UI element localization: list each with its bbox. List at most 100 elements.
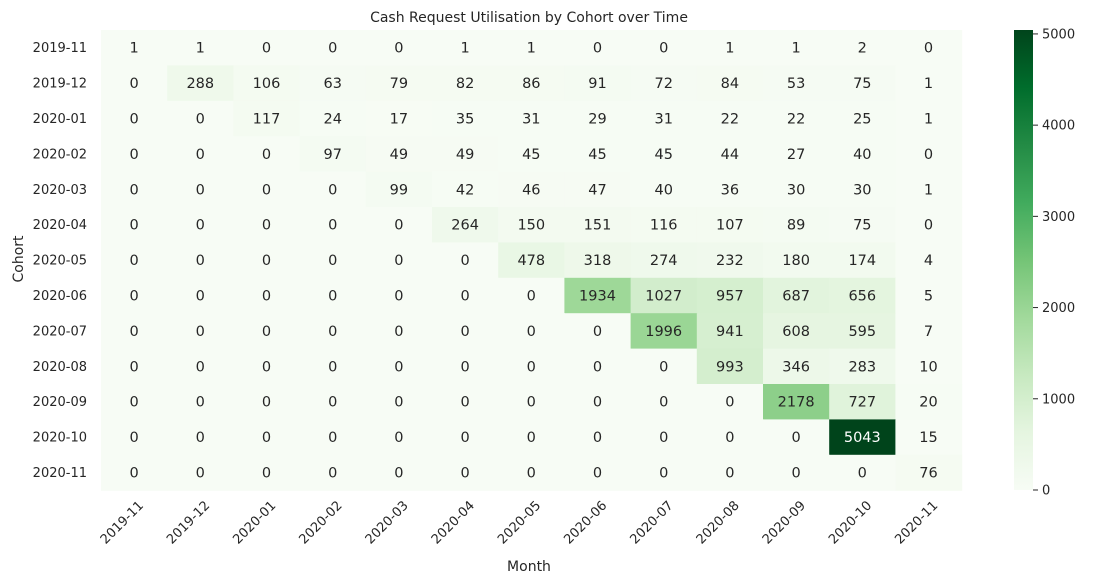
y-tick-label: 2020-01 bbox=[33, 112, 87, 127]
x-tick-label: 2019-11 bbox=[98, 498, 147, 547]
heatmap-cell bbox=[432, 242, 499, 279]
heatmap-cell bbox=[233, 65, 301, 102]
cell-value-label: 0 bbox=[394, 289, 403, 305]
cell-value-label: 174 bbox=[848, 253, 876, 269]
cell-value-label: 0 bbox=[129, 324, 138, 340]
cell-value-label: 0 bbox=[328, 289, 337, 305]
cell-value-label: 0 bbox=[196, 289, 205, 305]
heatmap-cell bbox=[498, 419, 565, 456]
cell-value-label: 0 bbox=[129, 359, 138, 375]
heatmap-cell bbox=[299, 171, 367, 208]
cell-value-label: 75 bbox=[853, 76, 871, 92]
heatmap-cell bbox=[233, 207, 301, 243]
heatmap-cell bbox=[101, 277, 168, 314]
heatmap-cell bbox=[763, 454, 830, 491]
cell-value-label: 0 bbox=[858, 466, 867, 482]
cell-value-label: 0 bbox=[527, 430, 536, 446]
colorbar-ticks: 0 1000 2000 3000 4000 5000 bbox=[1033, 27, 1075, 499]
heatmap-cell bbox=[696, 454, 764, 491]
cell-value-label: 15 bbox=[919, 430, 937, 446]
heatmap-cell bbox=[365, 207, 433, 243]
x-tick-label: 2020-04 bbox=[429, 498, 478, 547]
heatmap-cell bbox=[498, 348, 565, 385]
heatmap-cell bbox=[365, 454, 433, 491]
cell-value-label: 0 bbox=[328, 359, 337, 375]
heatmap-cell bbox=[564, 277, 632, 314]
cell-value-label: 44 bbox=[721, 147, 739, 163]
heatmap-cell bbox=[432, 313, 499, 350]
heatmap-cell bbox=[829, 454, 896, 491]
heatmap-cell bbox=[829, 313, 896, 350]
cell-value-label: 274 bbox=[650, 253, 678, 269]
y-tick-label: 2019-12 bbox=[33, 77, 87, 92]
cell-value-label: 0 bbox=[593, 466, 602, 482]
heatmap-cell bbox=[895, 136, 963, 173]
heatmap-cell bbox=[564, 348, 632, 385]
heatmap-cell bbox=[233, 348, 301, 385]
cell-value-label: 0 bbox=[328, 218, 337, 234]
heatmap-cell bbox=[299, 313, 367, 350]
heatmap-cell bbox=[630, 277, 698, 314]
colorbar-tick-label: 2000 bbox=[1042, 301, 1075, 316]
heatmap-cell bbox=[432, 100, 499, 137]
cell-value-label: 1996 bbox=[645, 324, 682, 340]
heatmap-cell bbox=[763, 384, 830, 420]
cell-value-label: 82 bbox=[456, 76, 474, 92]
cell-value-label: 5 bbox=[924, 289, 933, 305]
cell-value-label: 0 bbox=[725, 395, 734, 411]
heatmap-cell bbox=[564, 30, 632, 66]
cell-value-label: 0 bbox=[725, 466, 734, 482]
heatmap-cell bbox=[763, 242, 830, 279]
heatmap-cell bbox=[101, 30, 168, 66]
heatmap-cell bbox=[233, 171, 301, 208]
heatmap-cell bbox=[233, 100, 301, 137]
cell-value-label: 0 bbox=[196, 112, 205, 128]
cell-value-label: 30 bbox=[853, 182, 871, 198]
heatmap-cell bbox=[365, 419, 433, 456]
cell-value-label: 1 bbox=[527, 41, 536, 57]
heatmap-cell bbox=[365, 277, 433, 314]
heatmap-cell bbox=[829, 242, 896, 279]
heatmap-cell bbox=[432, 65, 499, 102]
heatmap-cell bbox=[299, 419, 367, 456]
cell-value-label: 31 bbox=[654, 112, 672, 128]
cell-value-label: 0 bbox=[527, 289, 536, 305]
cell-value-label: 0 bbox=[262, 253, 271, 269]
heatmap-cell bbox=[630, 65, 698, 102]
cell-value-label: 0 bbox=[262, 395, 271, 411]
heatmap-cell bbox=[564, 207, 632, 243]
heatmap-cell bbox=[299, 100, 367, 137]
heatmap-cell bbox=[365, 313, 433, 350]
cell-value-label: 0 bbox=[527, 324, 536, 340]
cell-value-label: 0 bbox=[593, 395, 602, 411]
heatmap-cell bbox=[365, 136, 433, 173]
y-tick-label: 2019-11 bbox=[33, 41, 87, 56]
cell-value-label: 97 bbox=[323, 147, 341, 163]
heatmap-cell bbox=[763, 136, 830, 173]
heatmap-cell bbox=[167, 65, 234, 102]
heatmap-cell bbox=[895, 454, 963, 491]
cell-value-label: 2 bbox=[858, 41, 867, 57]
heatmap-cell bbox=[829, 419, 896, 456]
cell-value-label: 0 bbox=[394, 395, 403, 411]
heatmap-cell bbox=[564, 136, 632, 173]
cell-value-label: 0 bbox=[328, 395, 337, 411]
heatmap-cell bbox=[498, 277, 565, 314]
cell-value-label: 264 bbox=[451, 218, 479, 234]
x-tick-label: 2020-08 bbox=[694, 498, 743, 547]
heatmap-cell bbox=[895, 313, 963, 350]
heatmap-cell bbox=[564, 384, 632, 420]
heatmap-cell bbox=[101, 313, 168, 350]
heatmap-cell bbox=[895, 30, 963, 66]
heatmap-cell bbox=[696, 171, 764, 208]
heatmap-cell bbox=[432, 277, 499, 314]
x-tick-label: 2020-03 bbox=[363, 498, 412, 547]
cell-value-label: 0 bbox=[527, 359, 536, 375]
heatmap-cell bbox=[630, 207, 698, 243]
heatmap-cell bbox=[432, 30, 499, 66]
heatmap-cell bbox=[895, 348, 963, 385]
heatmap-cell bbox=[167, 419, 234, 456]
cell-value-label: 1 bbox=[924, 182, 933, 198]
heatmap-cell bbox=[101, 207, 168, 243]
cell-value-label: 0 bbox=[328, 430, 337, 446]
